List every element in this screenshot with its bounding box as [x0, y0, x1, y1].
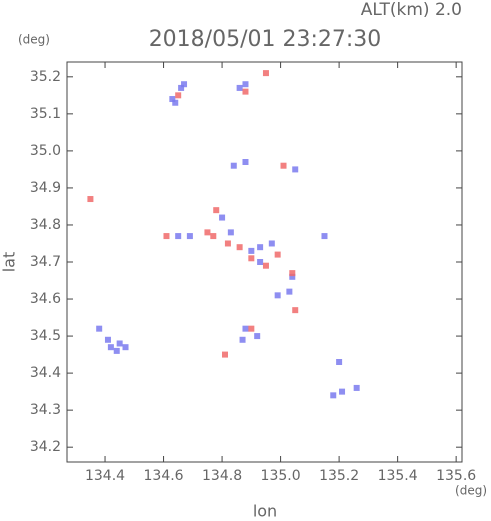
echo-point [222, 351, 228, 358]
echo-point [163, 233, 170, 240]
echo-point [262, 70, 269, 77]
echo-point [107, 344, 114, 351]
echo-point [242, 88, 249, 95]
echo-point [242, 325, 249, 332]
altitude-label: ALT(km) 2.0 [361, 0, 462, 20]
echo-point [262, 262, 269, 269]
y-tick-label: 35.0 [30, 143, 61, 159]
echo-point [213, 207, 220, 214]
echo-point [104, 336, 111, 343]
x-tick-label: 135.2 [319, 468, 359, 484]
echo-point [230, 162, 237, 169]
echo-point [321, 233, 328, 240]
echo-point [254, 333, 261, 340]
x-tick-label: 135.0 [261, 468, 301, 484]
plot-frame [66, 61, 463, 463]
echo-point [339, 388, 346, 395]
echo-point [239, 336, 246, 343]
echo-point [257, 244, 264, 251]
echo-point [289, 273, 296, 280]
y-unit: (deg) [18, 33, 50, 47]
echo-point [122, 344, 129, 351]
echo-point [186, 233, 193, 240]
echo-point [257, 259, 264, 265]
echo-point [178, 84, 185, 91]
echo-point [336, 359, 343, 365]
echo-point [113, 347, 120, 354]
y-tick-label: 34.3 [30, 402, 61, 418]
echo-point [227, 229, 234, 236]
x-tick-label: 135.4 [378, 468, 418, 484]
x-unit: (deg) [455, 484, 487, 498]
y-tick-label: 34.2 [30, 439, 61, 455]
y-tick-label: 35.1 [30, 106, 61, 122]
echo-point [242, 159, 249, 165]
echo-point [280, 162, 287, 169]
echo-point [248, 255, 255, 262]
y-tick-label: 34.9 [30, 180, 61, 196]
y-tick-label: 34.7 [30, 254, 61, 270]
echo-point [204, 229, 211, 236]
x-tick-label: 135.6 [436, 468, 476, 484]
echo-point [172, 99, 179, 106]
y-tick-label: 35.2 [30, 69, 61, 85]
echo-point [116, 340, 123, 347]
x-axis-title: lon [253, 502, 277, 521]
echo-point [330, 392, 337, 399]
echo-point [242, 81, 249, 88]
echo-point [274, 292, 281, 299]
y-tick-label: 34.8 [30, 217, 61, 233]
echo-point [175, 92, 182, 99]
x-tick-label: 134.8 [202, 468, 242, 484]
echo-point [353, 384, 360, 391]
echo-point [169, 96, 176, 103]
echo-point [175, 233, 182, 240]
echo-point [268, 240, 275, 247]
echo-point [248, 247, 255, 254]
x-tick-label: 134.4 [85, 468, 125, 484]
echo-point [248, 325, 255, 332]
y-tick-label: 34.5 [30, 328, 61, 344]
echo-point [87, 196, 94, 203]
echo-point [210, 233, 217, 240]
y-tick-label: 34.6 [30, 291, 61, 307]
x-tick-label: 134.6 [144, 468, 184, 484]
echo-point [236, 84, 243, 91]
y-axis-title: lat [0, 252, 19, 273]
echo-point [96, 325, 103, 332]
echo-point [292, 166, 299, 173]
echo-point [219, 214, 226, 221]
echo-point [181, 81, 188, 88]
y-tick-label: 34.4 [30, 365, 61, 381]
echo-point [236, 244, 243, 251]
echo-point [286, 288, 293, 295]
chart-title: 2018/05/01 23:27:30 [149, 27, 382, 52]
echo-point [274, 251, 281, 258]
echo-point [224, 240, 231, 247]
echo-point [292, 307, 299, 314]
echo-point [289, 270, 296, 277]
